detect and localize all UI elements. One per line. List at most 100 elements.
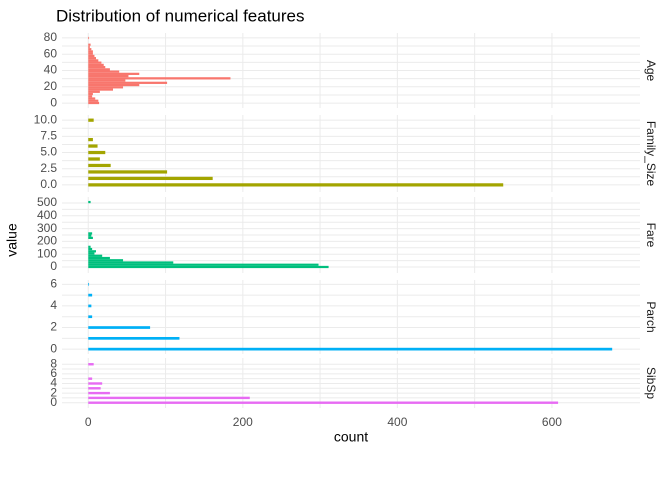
histogram-bar xyxy=(88,200,91,204)
y-tick-label: 2 xyxy=(50,320,57,334)
y-tick-label: 0 xyxy=(50,341,57,355)
y-tick-label: 0 xyxy=(50,95,57,109)
x-tick-label: 400 xyxy=(387,415,407,429)
facet-strip-label: Family_Size xyxy=(644,121,658,187)
histogram-bar xyxy=(88,396,250,400)
histogram-bar xyxy=(88,59,99,62)
histogram-bar xyxy=(88,70,120,73)
y-tick-label: 0 xyxy=(50,259,57,273)
chart-title: Distribution of numerical features xyxy=(56,6,305,25)
histogram-bar xyxy=(88,61,102,64)
histogram-bar xyxy=(88,254,103,257)
y-tick-label: 200 xyxy=(37,234,57,248)
histogram-bar xyxy=(88,57,96,60)
histogram-bar xyxy=(88,83,140,87)
y-tick-label: 80 xyxy=(44,30,58,44)
y-tick-label: 0.0 xyxy=(40,177,57,191)
histogram-bar xyxy=(88,77,231,80)
x-axis-title: count xyxy=(334,429,368,445)
histogram-bar xyxy=(88,144,98,148)
facet-panel: 0 20 40 60 80 Age xyxy=(44,30,658,109)
y-tick-label: 4 xyxy=(50,298,57,312)
y-tick-label: 6 xyxy=(50,276,57,290)
histogram-bar xyxy=(88,43,91,46)
histogram-bar xyxy=(88,259,124,262)
histogram-bar xyxy=(88,36,90,40)
histogram-bar xyxy=(88,50,93,53)
histogram-bar xyxy=(88,92,93,96)
histogram-bar xyxy=(88,263,319,266)
histogram-bar xyxy=(88,163,111,168)
y-tick-label: 6 xyxy=(50,366,57,380)
y-tick-label: 20 xyxy=(44,79,58,93)
y-tick-label: 5.0 xyxy=(40,145,57,159)
facet-panel: 0.0 2.5 5.0 7.5 10.0 Family_Size xyxy=(34,112,658,192)
histogram-bar xyxy=(88,68,110,71)
histogram-bar xyxy=(88,293,93,297)
histogram-bar xyxy=(88,401,559,404)
y-tick-label: 60 xyxy=(44,46,58,60)
histogram-bar xyxy=(88,137,93,142)
histogram-bar xyxy=(88,382,103,385)
y-tick-label: 300 xyxy=(37,221,57,235)
facet-strip-label: Age xyxy=(644,60,658,82)
x-tick-label: 200 xyxy=(233,415,253,429)
histogram-bar xyxy=(88,63,104,67)
histogram-bar xyxy=(88,377,93,380)
facet-strip-label: Fare xyxy=(644,223,658,248)
y-tick-label: 2 xyxy=(50,385,57,399)
y-tick-label: 10.0 xyxy=(34,112,58,126)
histogram-bar xyxy=(88,326,151,329)
histogram-bar xyxy=(88,150,106,155)
histogram-bar xyxy=(88,72,140,75)
y-tick-label: 100 xyxy=(37,246,57,260)
histogram-bar xyxy=(88,86,124,89)
histogram-bar xyxy=(88,391,110,395)
histogram-bar xyxy=(88,99,99,102)
histogram-bar xyxy=(88,232,93,235)
histogram-bar xyxy=(88,252,95,255)
y-tick-label: 400 xyxy=(37,208,57,222)
x-tick-label: 0 xyxy=(85,415,92,429)
histogram-bar xyxy=(88,90,100,93)
histogram-bar xyxy=(88,176,213,181)
y-axis-title: value xyxy=(4,223,20,257)
histogram-bar xyxy=(88,95,93,98)
histogram-bar xyxy=(88,45,90,49)
histogram-bar xyxy=(88,256,110,260)
histogram-bar xyxy=(88,347,613,351)
facet-panel: 0 2 4 6 Parch xyxy=(50,276,658,355)
histogram-bar xyxy=(88,88,113,91)
y-tick-label: 8 xyxy=(50,356,57,370)
facet-strip-label: SibSp xyxy=(644,367,658,399)
histogram-bar xyxy=(88,247,93,251)
histogram-bar xyxy=(88,79,126,82)
x-tick-label: 600 xyxy=(542,415,562,429)
histogram-bar xyxy=(88,234,92,237)
histogram-bar xyxy=(88,97,96,100)
histogram-bar xyxy=(88,304,92,308)
y-tick-label: 40 xyxy=(44,63,58,77)
histogram-bar xyxy=(88,48,92,51)
histogram-bar xyxy=(88,282,90,286)
histogram-bar xyxy=(88,315,93,319)
histogram-bar xyxy=(88,52,93,55)
histogram-bar xyxy=(88,170,168,174)
histogram-bar xyxy=(88,245,91,248)
facet-strip-label: Parch xyxy=(644,301,658,332)
histogram-bar xyxy=(88,265,329,269)
y-tick-label: 7.5 xyxy=(40,129,57,143)
histogram-bar xyxy=(88,101,100,105)
histogram-bar xyxy=(88,118,94,122)
histogram-bar xyxy=(88,54,95,58)
histogram-bar xyxy=(88,363,94,366)
histogram-bar xyxy=(88,250,96,253)
histogram-bar xyxy=(88,261,174,264)
y-tick-label: 4 xyxy=(50,376,57,390)
y-tick-label: 2.5 xyxy=(40,161,57,175)
y-tick-label: 0 xyxy=(50,395,57,409)
histogram-bar xyxy=(88,157,100,161)
